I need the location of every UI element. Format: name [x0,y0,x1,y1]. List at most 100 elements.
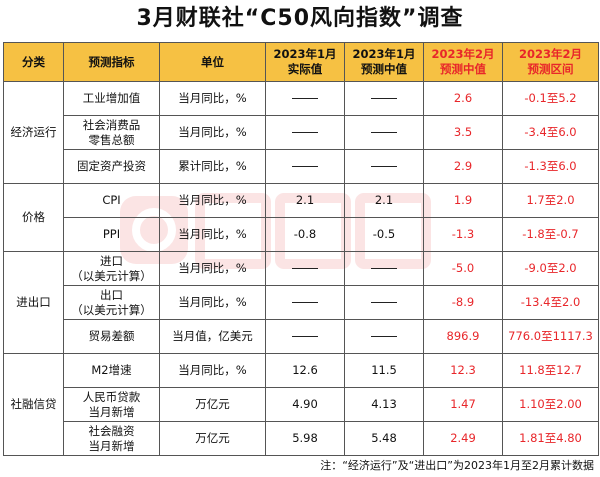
dash-placeholder [371,166,397,167]
unit-cell: 万亿元 [159,421,266,456]
feb-median-cell: 2.9 [423,149,503,184]
feb-range-cell: 11.8至12.7 [502,353,599,388]
feb-range-cell: -3.4至6.0 [502,115,599,150]
indicator-cell: PPI [63,217,160,252]
survey-table: 分类 预测指标 单位 2023年1月 实际值 2023年1月 预测中值 2023年2月 预… [3,42,599,456]
dash-placeholder [292,166,318,167]
feb-range-cell: -9.0至2.0 [502,251,599,286]
dash-placeholder [292,98,318,99]
indicator-cell: 固定资产投资 [63,149,160,184]
dash-placeholder [292,132,318,133]
column-header: 2023年2月 预测中值 [423,42,503,82]
jan-forecast-cell [344,319,424,354]
feb-median-cell: 2.49 [423,421,503,456]
jan-actual-cell: -0.8 [265,217,345,252]
category-cell: 进出口 [3,251,64,354]
jan-forecast-cell: 2.1 [344,183,424,218]
table-row: 进出口 进口 （以美元计算） 当月同比，% -5.0 -9.0至2.0 [3,251,599,354]
jan-actual-cell: 5.98 [265,421,345,456]
indicator-cell: CPI [63,183,160,218]
jan-actual-cell [265,285,345,320]
category-cell: 社融信贷 [3,353,64,456]
indicator-cell: M2增速 [63,353,160,388]
jan-forecast-cell [344,115,424,150]
feb-median-cell: 2.6 [423,81,503,116]
unit-cell: 当月同比，% [159,81,266,116]
dash-placeholder [371,302,397,303]
jan-forecast-cell: 4.13 [344,387,424,422]
jan-actual-cell: 2.1 [265,183,345,218]
jan-forecast-cell [344,81,424,116]
jan-forecast-cell: -0.5 [344,217,424,252]
feb-median-cell: -1.3 [423,217,503,252]
unit-cell: 当月值，亿美元 [159,319,266,354]
unit-cell: 累计同比，% [159,149,266,184]
column-header: 2023年1月 实际值 [265,42,345,82]
feb-range-cell: -0.1至5.2 [502,81,599,116]
table-row: 固定资产投资 累计同比，% 2.9 -1.3至6.0 [4,149,599,184]
jan-forecast-cell [344,285,424,320]
footnote: 注：“经济运行”及“进出口”为2023年1月至2月累计数据 [320,459,594,472]
table-row: 社融信贷 M2增速 当月同比，% 12.6 11.5 12.3 11.8至12.7 [3,353,599,456]
jan-actual-cell [265,115,345,150]
table-row: 人民币贷款 当月新增 万亿元 4.90 4.13 1.47 1.10至2.00 [4,387,599,422]
feb-range-cell: 1.10至2.00 [502,387,599,422]
indicator-cell: 社会消费品 零售总额 [63,115,160,150]
feb-median-cell: 12.3 [423,353,503,388]
indicator-cell: 工业增加值 [63,81,160,116]
feb-median-cell: 1.9 [423,183,503,218]
indicator-cell: 进口 （以美元计算） [63,251,160,286]
table-row: 价格 CPI 当月同比，% 2.1 2.1 1.9 1.7至2.0 [3,183,599,252]
feb-range-cell: 1.7至2.0 [502,183,599,218]
unit-cell: 当月同比，% [159,251,266,286]
column-header: 分类 [3,42,64,82]
category-cell: 经济运行 [3,81,64,184]
table-row: 经济运行 工业增加值 当月同比，% 2.6 -0.1至5.2 [3,81,599,184]
jan-forecast-cell: 11.5 [344,353,424,388]
jan-actual-cell [265,81,345,116]
jan-forecast-cell: 5.48 [344,421,424,456]
indicator-cell: 人民币贷款 当月新增 [63,387,160,422]
unit-cell: 当月同比，% [159,217,266,252]
feb-median-cell: 1.47 [423,387,503,422]
jan-forecast-cell [344,251,424,286]
jan-forecast-cell [344,149,424,184]
table-row: 贸易差额 当月值，亿美元 896.9 776.0至1117.3 [4,319,599,354]
feb-range-cell: 1.81至4.80 [502,421,599,456]
dash-placeholder [371,98,397,99]
unit-cell: 当月同比，% [159,115,266,150]
feb-range-cell: -1.8至-0.7 [502,217,599,252]
indicator-cell: 出口 （以美元计算） [63,285,160,320]
feb-median-cell: -5.0 [423,251,503,286]
feb-range-cell: 776.0至1117.3 [502,319,599,354]
column-header: 2023年2月 预测区间 [502,42,599,82]
column-header: 2023年1月 预测中值 [344,42,424,82]
jan-actual-cell: 12.6 [265,353,345,388]
dash-placeholder [292,302,318,303]
table-row: 社会消费品 零售总额 当月同比，% 3.5 -3.4至6.0 [4,115,599,150]
header-row: 分类 预测指标 单位 2023年1月 实际值 2023年1月 预测中值 2023年2月 预… [3,42,599,82]
jan-actual-cell: 4.90 [265,387,345,422]
table-row: PPI 当月同比，% -0.8 -0.5 -1.3 -1.8至-0.7 [4,217,599,252]
indicator-cell: 贸易差额 [63,319,160,354]
page-title: 3月财联社“C50风向指数”调查 [136,6,464,31]
feb-median-cell: 896.9 [423,319,503,354]
column-header: 预测指标 [63,42,160,82]
column-header: 单位 [159,42,266,82]
unit-cell: 万亿元 [159,387,266,422]
unit-cell: 当月同比，% [159,285,266,320]
feb-range-cell: -13.4至2.0 [502,285,599,320]
feb-median-cell: 3.5 [423,115,503,150]
indicator-cell: 社会融资 当月新增 [63,421,160,456]
dash-placeholder [371,336,397,337]
table-row: 出口 （以美元计算） 当月同比，% -8.9 -13.4至2.0 [4,285,599,320]
unit-cell: 当月同比，% [159,183,266,218]
feb-median-cell: -8.9 [423,285,503,320]
dash-placeholder [371,132,397,133]
dash-placeholder [292,268,318,269]
dash-placeholder [292,336,318,337]
jan-actual-cell [265,319,345,354]
jan-actual-cell [265,149,345,184]
category-cell: 价格 [3,183,64,252]
unit-cell: 当月同比，% [159,353,266,388]
